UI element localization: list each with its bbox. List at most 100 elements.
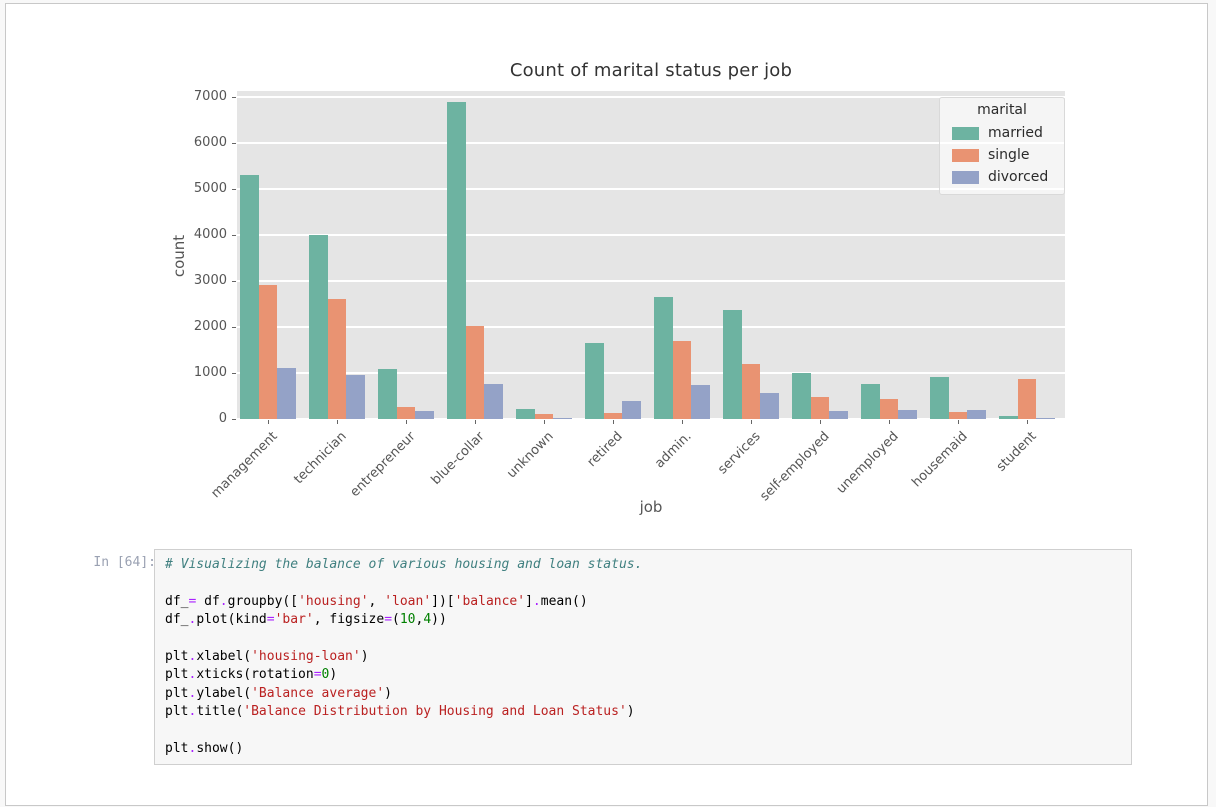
y-tick-mark: [232, 235, 236, 236]
code-line: [165, 574, 1121, 592]
y-tick-mark: [232, 419, 236, 420]
code-cell[interactable]: # Visualizing the balance of various hou…: [154, 549, 1132, 765]
code-token: df_: [165, 593, 189, 609]
code-line: plt.xlabel('housing-loan'): [165, 648, 1121, 666]
chart-layer: 0 1000 2000 3000 4000 5000 6000 7000 management t…: [6, 4, 1207, 805]
bar-divorced-unemployed: [898, 410, 917, 419]
code-token: plt: [165, 667, 189, 683]
code-line: [165, 630, 1121, 648]
bar-divorced-admin.: [691, 384, 710, 419]
code-token: 'bar': [274, 612, 314, 628]
code-token: =: [266, 612, 275, 628]
code-token: 4: [423, 612, 432, 628]
bar-married-management: [240, 175, 259, 419]
bar-married-technician: [309, 235, 328, 419]
bar-divorced-management: [277, 368, 296, 419]
gridline: [237, 188, 1065, 190]
bar-divorced-unknown: [553, 418, 572, 419]
code-token: xlabel(: [196, 649, 252, 665]
bar-married-self-employed: [792, 373, 811, 419]
code-token: =: [188, 593, 197, 609]
code-line: [165, 722, 1121, 740]
x-tick-mark: [751, 420, 752, 424]
legend-label: divorced: [988, 169, 1049, 185]
code-token: .: [188, 704, 197, 720]
legend: marital married single divorced: [939, 97, 1065, 195]
bar-single-technician: [327, 299, 347, 419]
bar-married-entrepreneur: [378, 369, 397, 419]
legend-title: marital: [977, 102, 1027, 118]
code-token: 'housing-loan': [251, 649, 361, 665]
bar-married-unknown: [516, 409, 535, 419]
legend-entry: married: [940, 122, 1064, 144]
code-token: ): [384, 685, 392, 701]
code-token: ): [360, 649, 369, 665]
code-line: plt.xticks(rotation=0): [165, 666, 1121, 684]
code-token: ]: [525, 593, 533, 609]
notebook-page: Count of marital status per job 0 1000 200…: [5, 3, 1208, 806]
x-tick-mark: [268, 420, 269, 424]
code-editor[interactable]: # Visualizing the balance of various hou…: [155, 550, 1131, 764]
legend-label: single: [988, 147, 1030, 163]
bar-divorced-technician: [346, 375, 365, 419]
x-tick-mark: [475, 420, 476, 424]
x-tick-mark: [1027, 420, 1028, 424]
code-line: df_.plot(kind='bar', figsize=(10,4)): [165, 611, 1121, 629]
code-line: plt.title('Balance Distribution by Housi…: [165, 703, 1121, 721]
code-token: .: [188, 667, 197, 683]
y-tick-mark: [232, 189, 236, 190]
bar-single-unemployed: [879, 399, 899, 419]
code-token: .: [219, 593, 228, 609]
bar-divorced-entrepreneur: [415, 410, 434, 419]
chart-title: Count of marital status per job: [509, 60, 793, 81]
code-token: 'loan': [384, 593, 432, 609]
code-token: plt: [165, 649, 189, 665]
code-token: (: [392, 612, 400, 628]
code-token: title(: [196, 704, 244, 720]
code-token: groupby([: [227, 593, 299, 609]
bar-single-entrepreneur: [396, 407, 416, 419]
code-line: plt.ylabel('Balance average'): [165, 685, 1121, 703]
y-tick-mark: [232, 281, 236, 282]
y-tick-label: 2000: [193, 319, 227, 334]
code-token: ylabel(: [196, 685, 252, 701]
y-tick-label: 5000: [193, 181, 227, 196]
code-token: )): [431, 612, 447, 628]
y-tick-mark: [232, 373, 236, 374]
code-token: 'housing': [298, 593, 369, 609]
code-token: ): [626, 704, 635, 720]
code-token: .: [188, 685, 197, 701]
code-token: xticks(rotation: [196, 667, 314, 683]
x-tick-mark: [544, 420, 545, 424]
bar-single-housemaid: [948, 412, 968, 419]
code-token: ): [329, 667, 338, 683]
code-token: 10: [399, 612, 416, 628]
x-tick-mark: [613, 420, 614, 424]
x-axis-label: job: [639, 498, 663, 516]
bar-married-unemployed: [861, 384, 880, 419]
gridline: [237, 96, 1065, 98]
code-token: .: [188, 649, 197, 665]
bar-single-services: [741, 363, 761, 419]
bar-married-admin.: [654, 297, 673, 419]
gridline: [237, 326, 1065, 328]
gridline: [237, 418, 1065, 420]
y-tick-label: 0: [218, 411, 227, 426]
bar-married-services: [723, 309, 742, 419]
legend-swatch-single: [952, 148, 979, 162]
bar-single-management: [258, 284, 278, 419]
code-token: 'Balance Distribution by Housing and Loa…: [243, 704, 627, 720]
code-token: plt: [165, 685, 189, 701]
bar-single-admin.: [672, 340, 692, 419]
bar-single-blue-collar: [465, 326, 485, 419]
legend-entry: single: [940, 144, 1064, 166]
bar-single-retired: [603, 413, 623, 419]
bar-married-blue-collar: [447, 101, 466, 419]
code-token: ,: [415, 612, 424, 628]
bar-married-housemaid: [930, 377, 949, 419]
bar-divorced-retired: [622, 400, 641, 419]
bar-divorced-housemaid: [967, 409, 986, 419]
x-tick-mark: [406, 420, 407, 424]
code-token: =: [384, 612, 393, 628]
bar-single-student: [1017, 378, 1037, 419]
